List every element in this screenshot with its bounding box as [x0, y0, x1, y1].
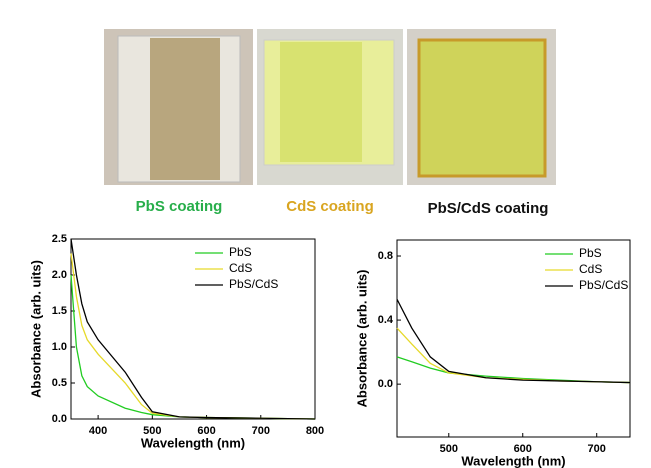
series-line	[396, 327, 631, 384]
x-tick-label: 600	[514, 443, 532, 455]
caption: PbS/CdS coating	[428, 200, 549, 217]
y-tick-label: 2.0	[52, 269, 67, 281]
y-tick-label: 1.0	[52, 341, 67, 353]
series-line	[396, 298, 631, 384]
series-line	[70, 253, 316, 420]
coating	[280, 42, 362, 162]
y-tick-label: 0.0	[52, 413, 67, 425]
series-line	[70, 238, 316, 420]
caption: CdS coating	[286, 198, 374, 215]
y-tick-label: 0.8	[378, 250, 393, 262]
coating	[417, 38, 547, 178]
x-axis-label: Wavelength (nm)	[141, 435, 245, 450]
caption: PbS coating	[136, 198, 223, 215]
legend-label: PbS	[579, 246, 602, 260]
x-tick-label: 500	[440, 443, 458, 455]
photos: PbS coating CdS coating PbS/CdS coating	[104, 29, 556, 217]
y-tick-label: 2.5	[52, 233, 67, 245]
legend-label: CdS	[579, 262, 602, 276]
x-tick-label: 700	[252, 425, 270, 437]
y-axis-label: Absorbance (arb. uits)	[354, 270, 369, 408]
series-line	[70, 274, 316, 420]
x-tick-label: 500	[143, 425, 161, 437]
x-axis-label: Wavelength (nm)	[461, 453, 565, 468]
legend-label: CdS	[229, 261, 252, 275]
y-tick-label: 0.4	[378, 314, 394, 326]
y-tick-label: 0.0	[378, 378, 393, 390]
plot-frame	[70, 238, 316, 420]
x-tick-label: 400	[89, 425, 107, 437]
x-tick-label: 600	[197, 425, 215, 437]
legend-label: PbS/CdS	[579, 278, 628, 292]
plot-frame	[396, 239, 631, 438]
x-tick-label: 800	[306, 425, 324, 437]
y-tick-label: 0.5	[52, 377, 67, 389]
coating	[150, 38, 220, 180]
legend-label: PbS	[229, 245, 252, 259]
y-tick-label: 1.5	[52, 305, 67, 317]
legend-label: PbS/CdS	[229, 277, 278, 291]
x-tick-label: 700	[588, 443, 606, 455]
y-axis-label: Absorbance (arb. uits)	[28, 260, 43, 398]
